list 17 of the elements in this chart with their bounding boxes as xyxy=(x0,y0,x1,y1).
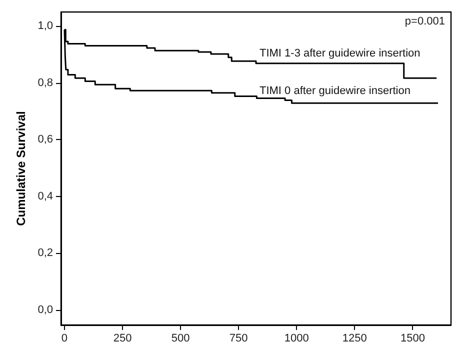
x-tick-label: 500 xyxy=(171,332,190,344)
y-axis-title: Cumulative Survival xyxy=(14,111,28,226)
x-tick-label: 250 xyxy=(113,332,132,344)
annotation: TIMI 1-3 after guidewire insertion xyxy=(259,47,420,60)
x-tick-label: 750 xyxy=(229,332,248,344)
y-tick-label: 0,2 xyxy=(38,247,53,260)
y-tick-label: 0,4 xyxy=(38,190,53,202)
x-tick-label: 1500 xyxy=(400,332,425,344)
y-tick-label: 1,0 xyxy=(38,20,53,32)
y-tick-label: 0,8 xyxy=(38,76,53,89)
x-tick-label: 0 xyxy=(61,332,68,344)
x-tick-label: 1000 xyxy=(284,332,309,344)
annotation: TIMI 0 after guidewire insertion xyxy=(259,85,410,98)
annotation: p=0.001 xyxy=(404,16,446,28)
x-tick-label: 1250 xyxy=(342,332,367,344)
y-tick-label: 0,6 xyxy=(38,134,53,146)
y-tick-label: 0,0 xyxy=(38,304,53,316)
